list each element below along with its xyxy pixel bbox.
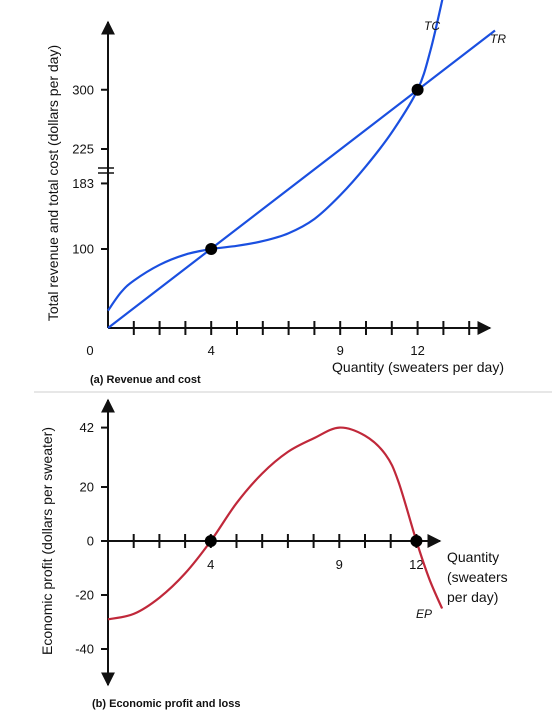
- x-axis-title-line-2: (sweaters: [447, 569, 508, 585]
- x-tick-label: 9: [337, 343, 344, 358]
- x-axis-title-line-3: per day): [447, 589, 498, 605]
- panel-caption: (a) Revenue and cost: [90, 374, 201, 386]
- y-tick-label: -40: [75, 642, 94, 657]
- y-tick-label: 100: [72, 242, 94, 257]
- y-tick-label: 42: [80, 420, 94, 435]
- x-origin-label: 0: [86, 343, 93, 358]
- axes: 4 9 12 100 183 225 300: [72, 20, 492, 358]
- highlight-point: [205, 243, 218, 255]
- y-tick-label: 300: [72, 82, 94, 97]
- x-tick-label: 4: [207, 557, 214, 572]
- y-axis-title: Economic profit (dollars per sweater): [39, 427, 55, 655]
- series-group: EP: [107, 426, 444, 621]
- highlight-point: [204, 535, 217, 547]
- series-line-tc: [107, 0, 444, 312]
- x-tick-label: 12: [410, 343, 424, 358]
- y-tick-label: -20: [75, 588, 94, 603]
- series-label-tc: TC: [424, 19, 440, 33]
- series-label-tr: TR: [490, 32, 506, 46]
- x-tick-label: 12: [409, 557, 423, 572]
- y-tick-label: 225: [72, 142, 94, 157]
- economic-profit-chart: 4 9 12 42 20 0 -20 -40 EP Economic profit (doll…: [39, 398, 508, 710]
- series-line-tr: [107, 29, 496, 329]
- highlight-point: [411, 83, 424, 96]
- y-tick-label: 0: [87, 534, 94, 549]
- x-axis-title-line-1: Quantity: [447, 549, 499, 565]
- x-tick-label: 4: [208, 343, 215, 358]
- x-tick-label: 9: [336, 557, 343, 572]
- series-group: TC TR: [107, 0, 506, 329]
- panel-caption: (b) Economic profit and loss: [92, 698, 241, 710]
- axes: 4 9 12 42 20 0 -20 -40: [75, 398, 442, 687]
- points-group: [205, 83, 424, 255]
- y-axis-title: Total revenue and total cost (dollars pe…: [45, 45, 61, 321]
- points-group: [204, 535, 423, 547]
- highlight-point: [410, 535, 423, 547]
- revenue-cost-chart: 4 9 12 100 183 225 300 TC TR Total revenue and …: [45, 0, 506, 386]
- series-line-ep: [107, 426, 444, 621]
- y-tick-label: 20: [80, 480, 94, 495]
- x-axis-title: Quantity (sweaters per day): [332, 359, 504, 375]
- y-tick-label: 183: [72, 176, 94, 191]
- series-label-ep: EP: [416, 607, 432, 621]
